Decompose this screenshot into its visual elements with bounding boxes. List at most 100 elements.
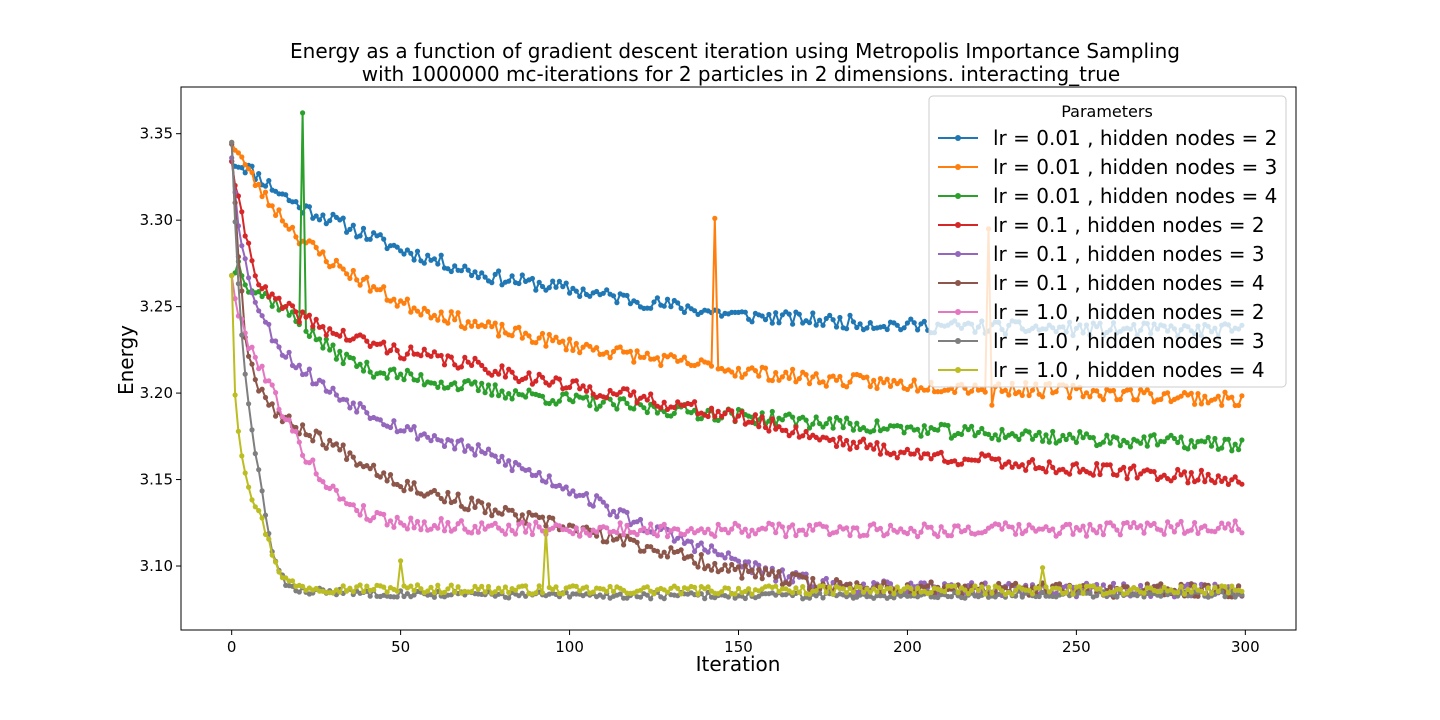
- series-point: [411, 480, 417, 486]
- series-point: [371, 230, 377, 236]
- series-point: [556, 523, 563, 529]
- series-point: [1208, 590, 1215, 597]
- series-point: [1097, 586, 1103, 592]
- series-point: [523, 529, 529, 535]
- series-point: [648, 305, 654, 311]
- series-point: [337, 447, 343, 453]
- series-point: [573, 583, 579, 590]
- series-point: [648, 544, 654, 550]
- series-point: [377, 417, 383, 423]
- series-point: [648, 596, 654, 602]
- series-point: [935, 533, 941, 540]
- series-point: [1040, 465, 1046, 472]
- series-point: [830, 317, 836, 323]
- series-point: [847, 532, 853, 539]
- series-point: [533, 287, 539, 293]
- series-point: [377, 287, 383, 293]
- series-point: [266, 294, 272, 300]
- series-point: [546, 400, 552, 407]
- series-point: [1107, 440, 1113, 446]
- series-point: [1232, 518, 1238, 524]
- series-point: [624, 386, 630, 392]
- series-point: [570, 399, 576, 405]
- series-point: [411, 588, 417, 594]
- legend-label: lr = 1.0 , hidden nodes = 4: [993, 358, 1265, 382]
- series-point: [908, 383, 914, 389]
- series-point: [523, 394, 529, 400]
- series-point: [692, 584, 698, 590]
- series-point: [729, 408, 735, 414]
- series-point: [411, 592, 417, 598]
- series-point: [1056, 581, 1063, 587]
- series-point: [256, 282, 262, 288]
- series-point: [506, 366, 512, 372]
- series-point: [1195, 530, 1201, 537]
- series-point: [800, 433, 806, 439]
- series-point: [793, 585, 799, 591]
- series-point: [644, 397, 650, 403]
- series-point: [1236, 526, 1242, 532]
- series-point: [1013, 433, 1019, 439]
- series-point: [550, 379, 556, 385]
- series-point: [1110, 523, 1117, 529]
- series-point: [715, 521, 721, 527]
- legend-swatch-marker: [955, 164, 961, 170]
- series-point: [327, 326, 333, 332]
- series-point: [1124, 440, 1130, 446]
- series-point: [813, 588, 819, 594]
- series-point: [867, 589, 873, 595]
- series-point: [391, 342, 397, 348]
- series-point: [1239, 481, 1245, 487]
- series-point: [790, 522, 796, 528]
- series-point: [452, 446, 458, 452]
- series-point: [904, 320, 911, 326]
- series-point: [729, 369, 735, 375]
- y-axis-ticks: 3.10 3.15 3.20 3.25 3.30 3.35: [140, 125, 181, 575]
- series-point: [337, 333, 343, 339]
- series-point: [239, 243, 245, 249]
- series-point: [482, 510, 488, 516]
- series-point: [725, 550, 732, 556]
- series-point: [567, 336, 573, 342]
- chart-title-line-2: with 1000000 mc-iterations for 2 particl…: [362, 62, 1120, 86]
- series-point: [614, 530, 620, 536]
- series-4: [229, 158, 1245, 487]
- series-point: [1134, 593, 1140, 599]
- series-point: [1063, 436, 1069, 443]
- series-point: [722, 562, 728, 568]
- series-point: [273, 212, 279, 218]
- series-point: [1165, 390, 1171, 396]
- series-point: [465, 443, 471, 449]
- series-point: [539, 590, 546, 596]
- series-point: [431, 487, 437, 494]
- series-point: [1013, 587, 1019, 593]
- series-point: [1151, 520, 1157, 527]
- series-point: [496, 268, 502, 274]
- series-point: [871, 428, 877, 434]
- series-point: [766, 428, 772, 434]
- series-point: [1239, 588, 1245, 594]
- series-point: [874, 418, 880, 424]
- series-point: [1097, 523, 1103, 529]
- series-point: [448, 354, 454, 360]
- series-point: [489, 280, 495, 286]
- series-point: [313, 381, 319, 387]
- series-point: [344, 271, 350, 277]
- series-point: [597, 496, 603, 502]
- series-point: [252, 354, 258, 360]
- series-point: [384, 589, 390, 595]
- series-point: [516, 324, 522, 330]
- series-point: [550, 338, 556, 344]
- series-point: [475, 359, 481, 365]
- series-point: [256, 171, 262, 177]
- series-point: [1117, 586, 1123, 592]
- series-point: [469, 495, 475, 501]
- series-point: [759, 313, 765, 319]
- series-point: [1171, 435, 1177, 442]
- series-point: [404, 478, 410, 484]
- series-point: [310, 438, 316, 444]
- series-point: [942, 529, 948, 535]
- series-point: [516, 280, 522, 287]
- series-point: [999, 464, 1005, 470]
- series-point: [708, 405, 715, 411]
